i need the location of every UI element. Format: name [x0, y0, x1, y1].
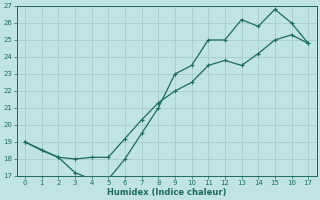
X-axis label: Humidex (Indice chaleur): Humidex (Indice chaleur) — [107, 188, 226, 197]
